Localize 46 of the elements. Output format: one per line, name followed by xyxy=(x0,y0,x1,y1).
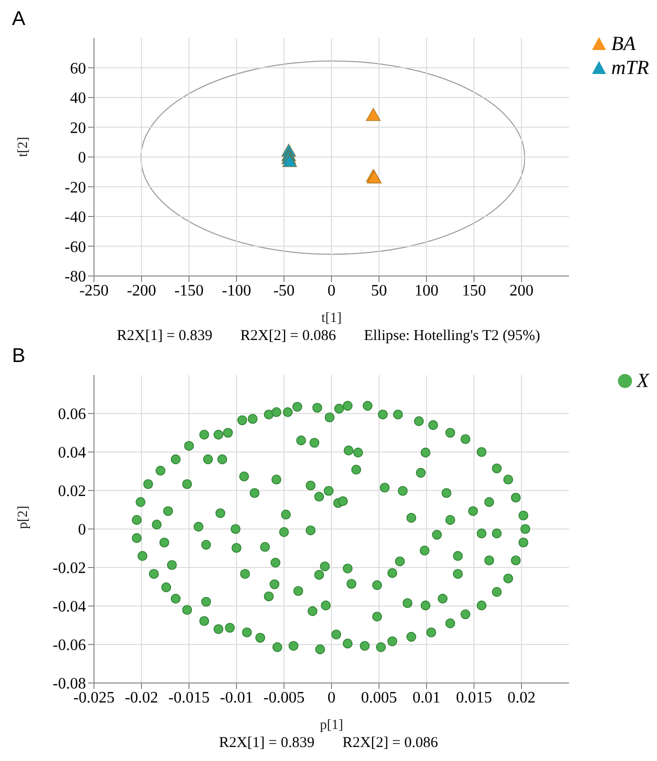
x-tick-label: -0.01 xyxy=(220,689,254,706)
y-tick-label: 40 xyxy=(70,90,86,108)
y-tick-label: -0.06 xyxy=(52,637,86,654)
chart-title: B xyxy=(11,345,26,367)
x-tick-label: -100 xyxy=(222,282,252,300)
text: R2X[1] = 0.839 xyxy=(218,735,314,752)
x-tick-label: -50 xyxy=(273,282,295,300)
legend-label: X xyxy=(636,369,649,393)
x-tick-label: -200 xyxy=(126,282,156,300)
y-tick-label: 60 xyxy=(70,60,86,78)
x-tick-label: 50 xyxy=(371,282,387,300)
legend-label: BA xyxy=(611,32,636,56)
x-tick-label: 0.005 xyxy=(361,689,397,706)
x-tick-label: 0.01 xyxy=(412,689,440,706)
y-tick-label: -60 xyxy=(64,238,86,256)
x-axis-title: p[1] xyxy=(320,718,344,733)
y-tick-label: -40 xyxy=(64,209,86,226)
x-axis-title: t[1] xyxy=(321,311,342,326)
x-tick-label: -0.015 xyxy=(168,689,210,706)
x-tick-label: -0.005 xyxy=(263,689,305,706)
y-axis-title: t[2] xyxy=(16,136,31,157)
x-tick-label: 150 xyxy=(462,282,486,300)
y-tick-label: -0.04 xyxy=(52,598,86,616)
y-tick-label: 0.02 xyxy=(58,483,86,500)
x-tick-label: 0 xyxy=(328,689,336,706)
x-tick-label: 0.02 xyxy=(508,689,536,706)
x-tick-label: 0.015 xyxy=(456,689,492,706)
y-tick-label: 20 xyxy=(70,120,86,137)
x-tick-label: 0 xyxy=(328,282,336,300)
text: R2X[2] = 0.086 xyxy=(342,735,438,752)
text: R2X[1] = 0.839 xyxy=(116,328,212,345)
y-tick-label: 0 xyxy=(78,522,86,539)
y-axis-title: p[2] xyxy=(16,506,31,529)
x-tick-label: -150 xyxy=(174,282,204,300)
y-tick-label: 0.06 xyxy=(58,406,86,424)
x-tick-label: 100 xyxy=(414,282,438,300)
y-tick-label: -20 xyxy=(64,179,86,196)
x-tick-label: 200 xyxy=(510,282,534,300)
y-tick-label: 0 xyxy=(78,150,86,167)
text: Ellipse: Hotelling's T2 (95%) xyxy=(364,328,540,345)
x-tick-label: -0.02 xyxy=(124,689,158,706)
text: R2X[2] = 0.086 xyxy=(240,328,336,345)
y-tick-label: 0.04 xyxy=(58,444,86,462)
chart-title: A xyxy=(11,8,26,30)
y-tick-label: -0.02 xyxy=(52,560,86,578)
legend-label: mTR xyxy=(611,56,649,80)
